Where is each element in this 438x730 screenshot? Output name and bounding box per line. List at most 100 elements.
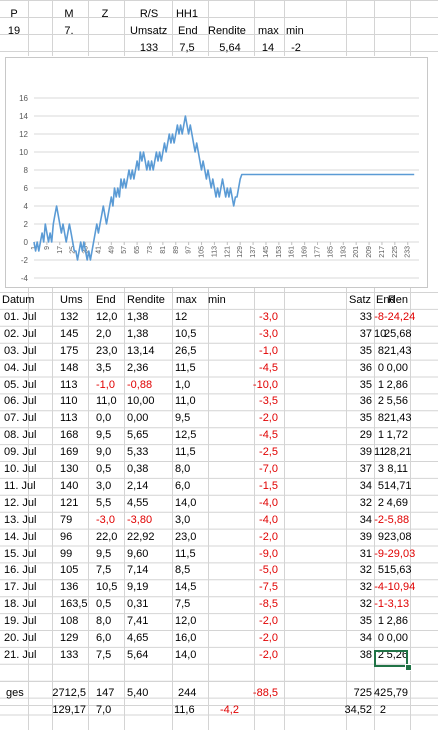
cell-end[interactable]: 0,0 <box>96 412 112 425</box>
cell-satz[interactable]: 32 <box>359 598 372 611</box>
cell-end[interactable]: 9,0 <box>96 446 112 459</box>
cell-ums[interactable]: 79 <box>60 513 73 526</box>
cell-satz[interactable]: 35 <box>359 344 372 357</box>
cell-datum[interactable]: 11. Jul <box>4 479 36 492</box>
column-header-max[interactable]: max <box>176 294 197 306</box>
cell-ums[interactable]: 105 <box>60 564 79 577</box>
cell-end[interactable]: 6,0 <box>96 632 112 644</box>
line-chart[interactable]: -4 -2 0 2 4 6 8 10 12 14 16 1 9 17 25 33 41 49 57 65 73 81 89 9… <box>5 57 428 288</box>
header-rs[interactable]: R/S <box>139 8 159 20</box>
cell-min[interactable]: -4,5 <box>259 429 278 442</box>
cell-end[interactable]: 3,0 <box>96 479 112 492</box>
cell-ren[interactable]: 5,56 <box>386 395 408 408</box>
cell-ums[interactable]: 175 <box>60 344 79 357</box>
cell-end[interactable]: 2,0 <box>96 327 112 340</box>
cell-min[interactable]: -4,0 <box>259 513 278 526</box>
cell-end[interactable]: 3,5 <box>96 361 112 374</box>
label-umsatz[interactable]: Umsatz <box>130 25 168 37</box>
average-cell[interactable]: 129,17 <box>52 704 86 716</box>
cell-datum[interactable]: 06. Jul <box>4 395 37 408</box>
cell-satz[interactable]: 29 <box>359 429 372 442</box>
cell-min[interactable]: -7,5 <box>259 581 278 594</box>
cell-datum[interactable]: 21. Jul <box>4 648 37 661</box>
cell-ren[interactable]: 23,08 <box>384 530 412 543</box>
cell-satz[interactable]: 32 <box>359 496 372 509</box>
cell-ums[interactable]: 129 <box>60 632 79 644</box>
cell-rendite[interactable]: 10,00 <box>127 395 155 408</box>
column-header-end[interactable]: End <box>96 294 116 306</box>
cell-ren[interactable]: 21,43 <box>384 412 412 425</box>
cell-datum[interactable]: 07. Jul <box>4 412 37 425</box>
cell-min[interactable]: -7,0 <box>259 463 278 475</box>
column-header-datum[interactable]: Datum <box>2 294 35 306</box>
cell-rendite[interactable]: 0,00 <box>127 412 149 425</box>
cell-end[interactable]: -1 <box>374 598 384 611</box>
cell-satz[interactable]: 35 <box>359 412 372 425</box>
cell-max[interactable]: 10,5 <box>175 327 197 340</box>
cell-satz[interactable]: 34 <box>359 513 372 526</box>
cell-satz[interactable]: 36 <box>359 361 372 374</box>
cell-ums[interactable]: 148 <box>60 361 79 374</box>
cell-datum[interactable]: 17. Jul <box>4 581 37 594</box>
average-cell[interactable]: 34,52 <box>344 704 372 716</box>
cell-end[interactable]: 5 <box>377 479 384 492</box>
cell-end[interactable]: 2 <box>377 648 384 661</box>
cell-datum[interactable]: 01. Jul <box>4 310 37 323</box>
cell-datum[interactable]: 02. Jul <box>4 327 37 340</box>
cell-ren[interactable]: 2,86 <box>386 378 408 391</box>
cell-ums[interactable]: 132 <box>60 310 79 323</box>
cell-ums[interactable]: 108 <box>60 615 79 628</box>
cell-end[interactable]: 0 <box>377 361 384 374</box>
column-header-rendite[interactable]: Rendite <box>127 294 165 306</box>
average-cell[interactable]: 2 <box>379 704 386 716</box>
cell-end[interactable]: 10,5 <box>96 581 118 594</box>
value-m[interactable]: 7. <box>64 25 74 37</box>
cell-max[interactable]: 14,5 <box>175 581 197 594</box>
cell-satz[interactable]: 35 <box>359 615 372 628</box>
cell-rendite[interactable]: 13,14 <box>127 344 155 357</box>
cell-max[interactable]: 7,5 <box>175 598 191 611</box>
cell-max[interactable]: 26,5 <box>175 344 197 357</box>
value-min[interactable]: -2 <box>291 42 301 54</box>
cell-ums[interactable]: 163,5 <box>60 598 88 611</box>
cell-min[interactable]: -8,5 <box>259 598 278 611</box>
cell-min[interactable]: -10,0 <box>252 378 278 391</box>
cell-ren[interactable]: 28,21 <box>384 446 412 459</box>
cell-max[interactable]: 1,0 <box>175 378 191 391</box>
column-header-min[interactable]: min <box>208 294 226 306</box>
cell-rendite[interactable]: 7,41 <box>127 615 149 628</box>
cell-satz[interactable]: 32 <box>359 581 372 594</box>
value-rendite[interactable]: 5,64 <box>219 42 241 54</box>
cell-rendite[interactable]: 5,65 <box>127 429 149 442</box>
cell-ums[interactable]: 168 <box>60 429 79 442</box>
cell-max[interactable]: 12 <box>175 310 188 323</box>
cell-datum[interactable]: 18. Jul <box>4 598 37 611</box>
cell-ums[interactable]: 145 <box>60 327 79 340</box>
cell-ren[interactable]: 1,72 <box>386 429 408 442</box>
average-cell[interactable]: 7,0 <box>96 704 112 716</box>
cell-ums[interactable]: 130 <box>60 463 79 475</box>
cell-min[interactable]: -1,0 <box>259 344 278 357</box>
cell-ren[interactable]: 8,11 <box>387 463 408 475</box>
cell-ums[interactable]: 96 <box>60 530 73 543</box>
cell-max[interactable]: 14,0 <box>175 496 197 509</box>
cell-ren[interactable]: 21,43 <box>384 344 412 357</box>
cell-min[interactable]: -2,0 <box>259 530 278 543</box>
value-end[interactable]: 7,5 <box>179 42 195 54</box>
cell-satz[interactable]: 38 <box>359 648 372 661</box>
cell-end[interactable]: 2 <box>377 395 384 408</box>
cell-datum[interactable]: 10. Jul <box>4 463 37 475</box>
cell-satz[interactable]: 39 <box>359 530 372 543</box>
cell-end[interactable]: 1 <box>377 615 384 628</box>
total-cell[interactable]: 5,79 <box>386 687 408 699</box>
cell-max[interactable]: 11,5 <box>175 547 196 560</box>
cell-min[interactable]: -5,0 <box>259 564 278 577</box>
cell-ums[interactable]: 133 <box>60 648 79 661</box>
cell-max[interactable]: 16,0 <box>175 632 197 644</box>
total-cell[interactable]: 244 <box>178 687 197 699</box>
cell-datum[interactable]: 15. Jul <box>4 547 37 560</box>
cell-datum[interactable]: 03. Jul <box>4 344 37 357</box>
cell-ren[interactable]: 0,00 <box>386 361 408 374</box>
cell-datum[interactable]: 13. Jul <box>4 513 37 526</box>
cell-rendite[interactable]: 9,19 <box>127 581 149 594</box>
